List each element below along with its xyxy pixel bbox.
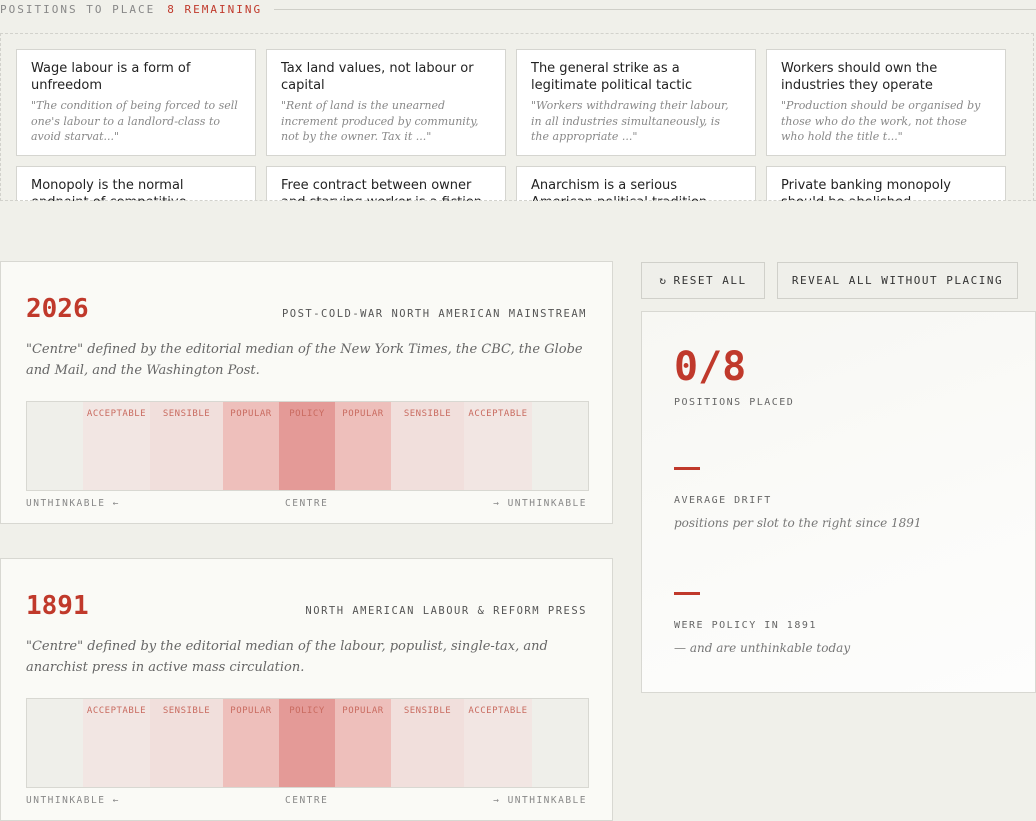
band-label: POLICY — [289, 409, 325, 419]
slot-acceptable-right[interactable]: ACCEPTABLE — [464, 699, 532, 787]
slot-sensible-right[interactable]: SENSIBLE — [391, 699, 464, 787]
band-label: POPULAR — [230, 706, 272, 716]
card-title: Wage labour is a form of unfreedom — [31, 61, 191, 93]
position-card[interactable]: Tax land values, not labour or capital "… — [266, 49, 506, 156]
reset-icon: ↻ — [659, 274, 668, 287]
slot-popular-left[interactable]: POPULAR — [223, 699, 279, 787]
stats-panel: 0/8 POSITIONS PLACED AVERAGE DRIFT posit… — [641, 311, 1036, 693]
era-year: 2026 — [26, 294, 89, 324]
band-label: POLICY — [289, 706, 325, 716]
header-divider — [274, 8, 1036, 10]
spectrum-slots[interactable]: ACCEPTABLE SENSIBLE POPULAR POLICY POPUL… — [26, 401, 589, 491]
remaining-count: 8 REMAINING — [167, 2, 263, 16]
slot-policy[interactable]: POLICY — [279, 402, 335, 490]
placed-count: 0/8 — [674, 344, 747, 390]
card-title: Tax land values, not labour or capital — [281, 61, 474, 93]
era-panel-1891: 1891 NORTH AMERICAN LABOUR & REFORM PRES… — [0, 558, 613, 821]
positions-header: POSITIONS TO PLACE 8 REMAINING — [0, 0, 1036, 18]
position-card[interactable]: Anarchism is a serious American politica… — [516, 166, 756, 201]
band-label: ACCEPTABLE — [468, 409, 528, 419]
era-name: NORTH AMERICAN LABOUR & REFORM PRESS — [305, 605, 587, 617]
slot-sensible-left[interactable]: SENSIBLE — [150, 402, 223, 490]
spectrum-slots[interactable]: ACCEPTABLE SENSIBLE POPULAR POLICY POPUL… — [26, 698, 589, 788]
position-card[interactable]: The general strike as a legitimate polit… — [516, 49, 756, 156]
tray-bottom-edge — [0, 200, 1036, 201]
position-card[interactable]: Private banking monopoly should be aboli… — [766, 166, 1006, 201]
slot-acceptable-left[interactable]: ACCEPTABLE — [83, 699, 150, 787]
axis-right-label: → UNTHINKABLE — [493, 795, 587, 806]
band-label: POPULAR — [230, 409, 272, 419]
slot-sensible-right[interactable]: SENSIBLE — [391, 402, 464, 490]
band-label: SENSIBLE — [403, 409, 452, 419]
policy-value-dash — [674, 592, 700, 595]
era-name: POST-COLD-WAR NORTH AMERICAN MAINSTREAM — [281, 308, 587, 320]
card-quote: "The condition of being forced to sell o… — [31, 99, 238, 143]
reveal-label: REVEAL ALL WITHOUT PLACING — [791, 274, 1004, 287]
positions-tray: Wage labour is a form of unfreedom "The … — [0, 33, 1034, 201]
slot-policy[interactable]: POLICY — [279, 699, 335, 787]
reset-label: RESET ALL — [673, 274, 747, 287]
band-label: SENSIBLE — [162, 409, 211, 419]
placed-label: POSITIONS PLACED — [674, 397, 795, 408]
slot-acceptable-right[interactable]: ACCEPTABLE — [464, 402, 532, 490]
axis-left-label: UNTHINKABLE ← — [26, 498, 120, 509]
band-label: ACCEPTABLE — [86, 706, 147, 716]
era-description: "Centre" defined by the editorial median… — [26, 639, 548, 675]
card-title: The general strike as a legitimate polit… — [531, 61, 693, 93]
policy-label: WERE POLICY IN 1891 — [674, 620, 817, 631]
slot-popular-right[interactable]: POPULAR — [335, 699, 391, 787]
slot-popular-left[interactable]: POPULAR — [223, 402, 279, 490]
axis-left-label: UNTHINKABLE ← — [26, 795, 120, 806]
axis-right-label: → UNTHINKABLE — [493, 498, 587, 509]
axis-centre-label: CENTRE — [285, 498, 329, 509]
position-card[interactable]: Wage labour is a form of unfreedom "The … — [16, 49, 256, 156]
reset-all-button[interactable]: ↻ RESET ALL — [641, 262, 765, 299]
position-card[interactable]: Monopoly is the normal endpoint of compe… — [16, 166, 256, 201]
band-label: POPULAR — [342, 706, 384, 716]
slot-popular-right[interactable]: POPULAR — [335, 402, 391, 490]
band-label: SENSIBLE — [162, 706, 211, 716]
card-quote: "Rent of land is the unearned increment … — [281, 99, 479, 143]
policy-note: — and are unthinkable today — [674, 641, 851, 655]
position-card[interactable]: Workers should own the industries they o… — [766, 49, 1006, 156]
era-panel-2026: 2026 POST-COLD-WAR NORTH AMERICAN MAINST… — [0, 261, 613, 524]
axis-centre-label: CENTRE — [285, 795, 329, 806]
card-title: Monopoly is the normal endpoint of compe… — [31, 178, 187, 201]
card-quote: "Production should be organised by those… — [781, 99, 981, 143]
era-description: "Centre" defined by the editorial median… — [26, 342, 583, 378]
era-year: 1891 — [26, 591, 89, 621]
reveal-all-button[interactable]: REVEAL ALL WITHOUT PLACING — [777, 262, 1018, 299]
position-card[interactable]: Free contract between owner and starving… — [266, 166, 506, 201]
drift-note: positions per slot to the right since 18… — [674, 516, 922, 530]
card-quote: "Workers withdrawing their labour, in al… — [531, 99, 729, 143]
band-label: POPULAR — [342, 409, 384, 419]
band-label: ACCEPTABLE — [86, 409, 147, 419]
card-title: Free contract between owner and starving… — [281, 178, 482, 201]
slot-acceptable-left[interactable]: ACCEPTABLE — [83, 402, 150, 490]
drift-value-dash — [674, 467, 700, 470]
band-label: SENSIBLE — [403, 706, 452, 716]
drift-label: AVERAGE DRIFT — [674, 495, 772, 506]
slot-sensible-left[interactable]: SENSIBLE — [150, 699, 223, 787]
card-title: Anarchism is a serious American politica… — [531, 178, 707, 201]
card-title: Private banking monopoly should be aboli… — [781, 178, 951, 201]
card-title: Workers should own the industries they o… — [781, 61, 938, 93]
positions-label: POSITIONS TO PLACE — [0, 2, 156, 16]
band-label: ACCEPTABLE — [468, 706, 528, 716]
